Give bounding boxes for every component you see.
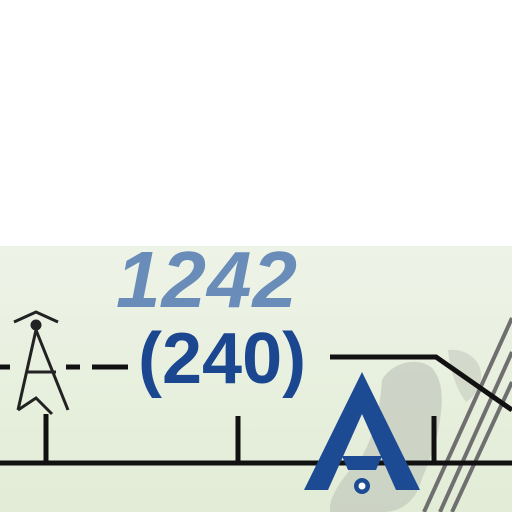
elevation-msl-label: 1242: [116, 235, 298, 324]
lighted-tower-icon: [13, 310, 70, 416]
height-agl-label: (240): [138, 319, 307, 399]
tick-marks: [43, 414, 437, 463]
route-line: [0, 354, 512, 466]
airport-a-icon: [304, 372, 420, 494]
